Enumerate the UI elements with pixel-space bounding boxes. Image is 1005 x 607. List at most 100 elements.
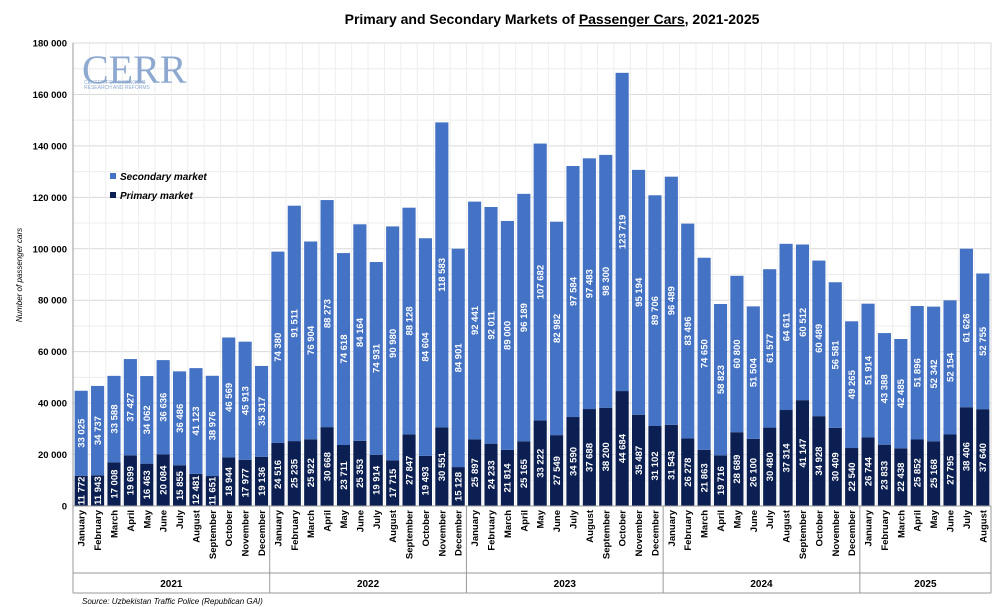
logo-subtext-2: RESEARCH AND REFORMS bbox=[84, 85, 151, 91]
bar-secondary bbox=[271, 251, 285, 443]
y-tick-label: 180 000 bbox=[33, 39, 67, 50]
bar-primary bbox=[123, 455, 137, 506]
x-tick-label: September bbox=[405, 510, 416, 559]
data-label-secondary: 82 982 bbox=[552, 314, 563, 343]
data-label-primary: 37 688 bbox=[585, 443, 596, 472]
bar-secondary bbox=[812, 260, 826, 417]
logo-subtext-1: CENTER FOR ECONOMIC bbox=[84, 80, 146, 86]
data-label-secondary: 74 618 bbox=[339, 335, 350, 364]
x-tick-label: May bbox=[929, 509, 940, 528]
data-label-secondary: 92 011 bbox=[486, 310, 497, 339]
data-label-primary: 44 684 bbox=[617, 433, 628, 463]
data-label-secondary: 61 577 bbox=[765, 334, 776, 363]
bar-secondary bbox=[254, 365, 269, 457]
data-label-secondary: 42 485 bbox=[896, 378, 907, 408]
bar-secondary bbox=[484, 206, 498, 444]
logo-text: CERR bbox=[82, 47, 187, 92]
bar-primary bbox=[418, 455, 433, 506]
bar-secondary bbox=[648, 195, 662, 426]
bar-primary bbox=[320, 427, 334, 506]
bar-primary bbox=[959, 407, 973, 506]
legend-swatch-primary bbox=[110, 192, 116, 198]
bar-secondary bbox=[599, 154, 613, 408]
cerr-logo: CERR CENTER FOR ECONOMIC RESEARCH AND RE… bbox=[82, 47, 187, 92]
y-tick-label: 40 000 bbox=[38, 399, 67, 410]
data-label-primary: 21 863 bbox=[699, 463, 710, 492]
data-label-primary: 25 852 bbox=[913, 458, 924, 487]
bar-secondary bbox=[927, 306, 941, 442]
year-label: 2025 bbox=[914, 579, 937, 590]
x-tick-label: February bbox=[880, 509, 891, 550]
bar-secondary bbox=[140, 376, 154, 464]
bar-primary bbox=[713, 455, 728, 506]
bar-primary bbox=[172, 465, 187, 506]
data-label-primary: 19 699 bbox=[126, 466, 137, 495]
x-tick-label: November bbox=[437, 510, 448, 557]
bar-primary bbox=[894, 448, 908, 506]
x-tick-label: June bbox=[552, 510, 563, 532]
data-label-secondary: 83 496 bbox=[683, 316, 694, 345]
bar-secondary bbox=[631, 169, 646, 415]
data-label-primary: 25 235 bbox=[290, 458, 301, 488]
bar-secondary bbox=[779, 243, 793, 411]
x-tick-label: August bbox=[585, 509, 596, 543]
bar-secondary bbox=[386, 226, 400, 461]
y-tick-label: 20 000 bbox=[38, 450, 67, 461]
x-tick-label: April bbox=[913, 510, 924, 532]
x-tick-label: April bbox=[519, 510, 530, 532]
data-label-primary: 18 944 bbox=[224, 466, 235, 496]
data-label-secondary: 92 441 bbox=[470, 305, 481, 335]
x-tick-label: January bbox=[273, 509, 284, 546]
bar-primary bbox=[336, 445, 351, 506]
bar-primary bbox=[353, 440, 367, 506]
bar-primary bbox=[517, 441, 531, 506]
bar-primary bbox=[927, 441, 941, 506]
x-tick-label: August bbox=[388, 509, 399, 543]
bar-primary bbox=[451, 467, 465, 506]
data-label-primary: 33 222 bbox=[535, 449, 546, 478]
y-tick-label: 120 000 bbox=[33, 193, 67, 204]
bar-primary bbox=[615, 391, 629, 506]
data-label-primary: 26 744 bbox=[863, 456, 874, 486]
bar-secondary bbox=[205, 375, 219, 477]
x-tick-label: July bbox=[765, 509, 776, 529]
legend: Secondary market Primary market bbox=[110, 172, 207, 202]
bar-secondary bbox=[681, 223, 695, 439]
data-label-secondary: 34 062 bbox=[142, 405, 153, 434]
bar-secondary bbox=[713, 303, 728, 456]
bar-primary bbox=[976, 409, 990, 506]
bar-secondary bbox=[353, 224, 367, 441]
x-tick-label: January bbox=[77, 509, 88, 546]
data-label-secondary: 38 976 bbox=[208, 411, 219, 440]
data-label-primary: 25 922 bbox=[306, 458, 317, 487]
bar-primary bbox=[566, 417, 580, 506]
data-label-primary: 31 543 bbox=[667, 451, 678, 480]
bars: 11 772 33 025 11 943 34 737 17 008 33 588 19 6… bbox=[74, 72, 990, 506]
bar-secondary bbox=[976, 273, 990, 410]
data-label-secondary: 33 025 bbox=[76, 418, 87, 448]
bar-secondary bbox=[156, 360, 170, 455]
bar-secondary bbox=[877, 333, 892, 445]
x-tick-label: May bbox=[732, 509, 743, 528]
x-tick-label: June bbox=[946, 510, 957, 532]
data-label-secondary: 52 342 bbox=[929, 359, 940, 388]
data-label-primary: 25 165 bbox=[519, 458, 530, 488]
bar-secondary bbox=[435, 122, 449, 428]
data-label-secondary: 51 896 bbox=[913, 358, 924, 387]
bar-primary bbox=[386, 460, 400, 506]
x-tick-label: October bbox=[618, 510, 629, 547]
bar-secondary bbox=[74, 390, 88, 476]
data-label-secondary: 36 486 bbox=[175, 404, 186, 433]
data-label-primary: 37 314 bbox=[781, 443, 792, 473]
bar-secondary bbox=[336, 253, 351, 446]
bar-primary bbox=[91, 475, 105, 506]
legend-label-primary: Primary market bbox=[120, 191, 193, 202]
data-label-primary: 22 438 bbox=[896, 463, 907, 492]
bar-primary bbox=[238, 459, 252, 506]
x-tick-label: June bbox=[159, 510, 170, 532]
data-label-secondary: 60 512 bbox=[798, 308, 809, 337]
bar-primary bbox=[304, 439, 318, 506]
data-label-primary: 34 590 bbox=[568, 447, 579, 476]
bar-primary bbox=[74, 475, 88, 506]
data-label-primary: 35 487 bbox=[634, 446, 645, 475]
